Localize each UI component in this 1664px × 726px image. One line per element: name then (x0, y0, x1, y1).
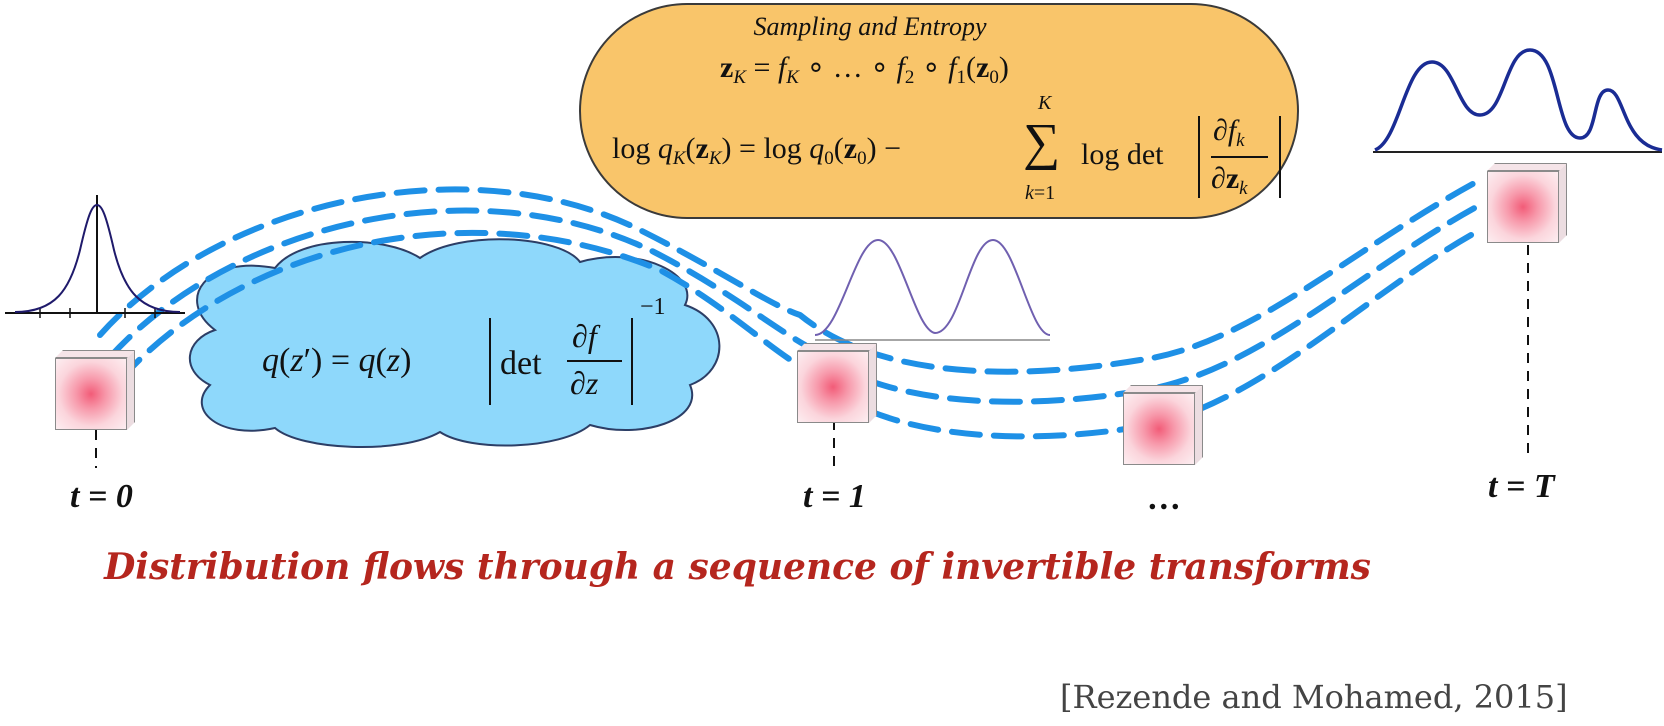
jacobian-numerator: ∂fk (1213, 114, 1245, 151)
caption: Distribution flows through a sequence of… (104, 546, 1371, 588)
change-of-variables-lhs: q(z′) = q(z) (262, 342, 412, 379)
cloud-formula-strokes (489, 318, 633, 405)
formula-box (579, 3, 1299, 219)
step-label-ellipsis: … (1148, 480, 1182, 517)
sum-symbol: ∑ (1023, 114, 1061, 171)
log-det-term: log det (1081, 138, 1164, 171)
formula-box-title: Sampling and Entropy (753, 12, 987, 41)
jacobian-denominator: ∂zk (1211, 162, 1248, 199)
step-label-tT: t = T (1488, 468, 1555, 505)
transform-box-t1 (797, 343, 869, 423)
step-label-t1: t = 1 (803, 478, 866, 515)
inverse-exponent: −1 (640, 294, 666, 320)
density-initial (5, 195, 185, 318)
step-label-t0: t = 0 (70, 478, 133, 515)
entropy-formula-strokes (1198, 116, 1281, 198)
det-label: det (500, 345, 542, 382)
transform-box-t0 (55, 350, 127, 430)
transform-box-tT (1487, 163, 1559, 243)
composition-equation: zK = fK ∘ … ∘ f2 ∘ f1(z0) (720, 51, 1009, 88)
transform-box-middle (1123, 385, 1195, 465)
flow-line-upper (97, 177, 1483, 375)
sum-lower-limit: k=1 (1025, 182, 1056, 204)
formula-cloud (189, 238, 721, 449)
time-markers (95, 245, 1529, 468)
derivative-denominator: ∂z (570, 365, 599, 401)
log-density-equation: log qK(zK) = log q0(z0) − (612, 132, 902, 169)
derivative-numerator: ∂f (572, 318, 597, 354)
citation: [Rezende and Mohamed, 2015] (1060, 678, 1568, 716)
density-mid (814, 238, 1051, 341)
density-final (1373, 48, 1663, 153)
sum-upper-limit: K (1038, 92, 1052, 114)
